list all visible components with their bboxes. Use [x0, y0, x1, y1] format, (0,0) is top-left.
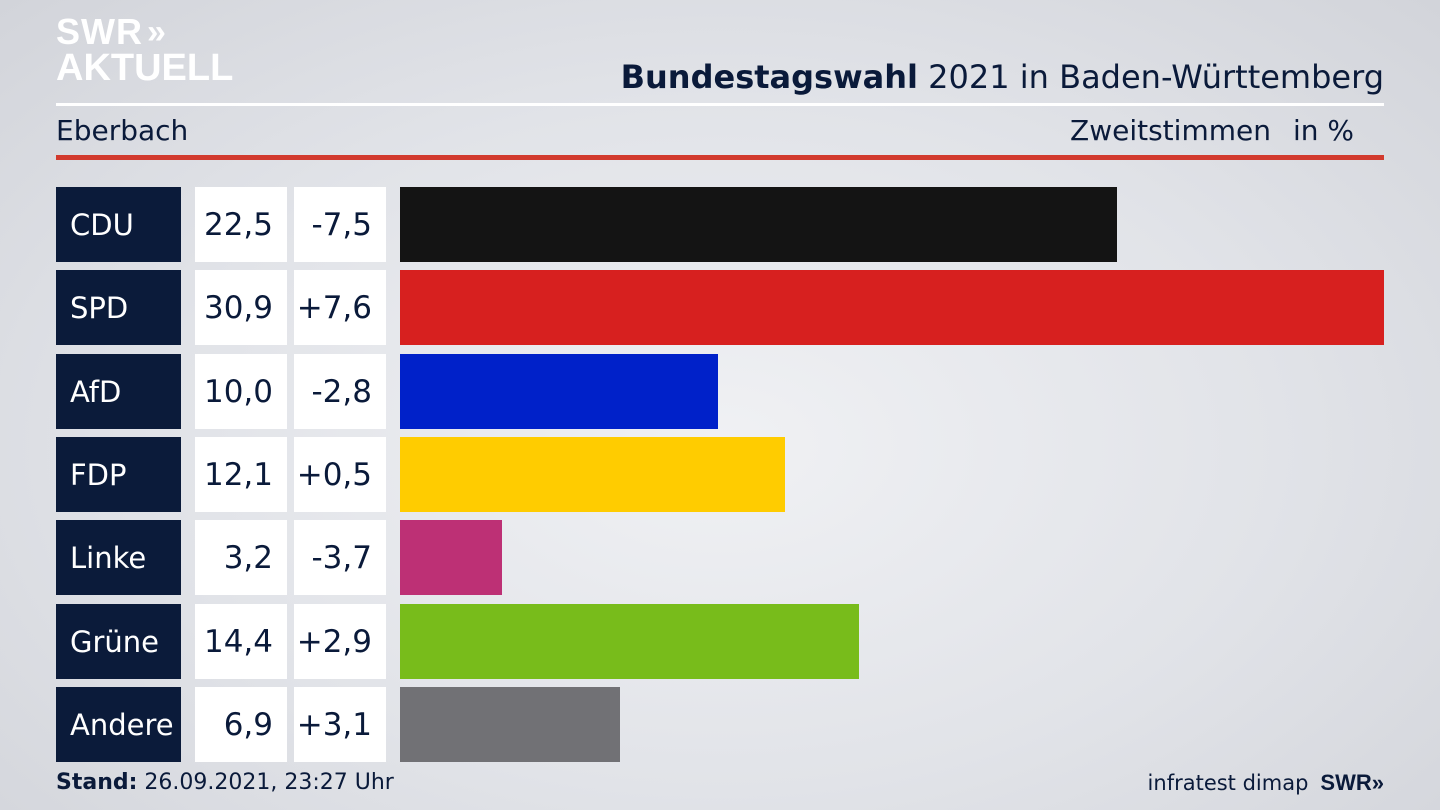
region-label: Eberbach	[56, 114, 189, 147]
share-value: 22,5	[195, 187, 287, 262]
chart-title-rest: 2021 in Baden-Württemberg	[917, 58, 1384, 96]
bar-cdu	[400, 187, 1117, 262]
metric-name: Zweitstimmen	[1070, 114, 1271, 147]
accent-divider	[56, 155, 1384, 160]
chart-title-bold: Bundestagswahl	[620, 58, 918, 96]
party-label: CDU	[56, 187, 181, 262]
share-value: 14,4	[195, 604, 287, 679]
party-label: Andere	[56, 687, 181, 762]
swr-small-logo: SWR»	[1320, 770, 1384, 796]
header-divider	[56, 103, 1384, 106]
party-label: Grüne	[56, 604, 181, 679]
party-label: Linke	[56, 520, 181, 595]
change-value: +3,1	[294, 687, 386, 762]
share-value: 10,0	[195, 354, 287, 429]
source-credit: infratest dimap SWR»	[1148, 770, 1384, 796]
change-value: +0,5	[294, 437, 386, 512]
share-value: 6,9	[195, 687, 287, 762]
source-label: infratest dimap	[1147, 771, 1309, 795]
timestamp-label: Stand:	[56, 770, 138, 795]
chevron-double-right-icon: »	[1371, 770, 1384, 795]
share-value: 3,2	[195, 520, 287, 595]
swr-small-text: SWR	[1320, 770, 1372, 795]
change-value: +7,6	[294, 270, 386, 345]
party-label: FDP	[56, 437, 181, 512]
chart-title: Bundestagswahl 2021 in Baden-Württemberg	[621, 58, 1384, 96]
party-label: SPD	[56, 270, 181, 345]
change-value: -7,5	[294, 187, 386, 262]
bar-andere	[400, 687, 620, 762]
bar-spd	[400, 270, 1384, 345]
timestamp: Stand: 26.09.2021, 23:27 Uhr	[56, 770, 394, 795]
metric-unit: in %	[1292, 114, 1354, 147]
bar-linke	[400, 520, 502, 595]
bar-grne	[400, 604, 859, 679]
party-label: AfD	[56, 354, 181, 429]
bar-fdp	[400, 437, 785, 512]
logo-swr-text: SWR	[56, 11, 143, 52]
swr-aktuell-logo: SWR » AKTUELL	[56, 11, 234, 89]
change-value: -2,8	[294, 354, 386, 429]
timestamp-value: 26.09.2021, 23:27 Uhr	[137, 770, 394, 795]
change-value: +2,9	[294, 604, 386, 679]
share-value: 12,1	[195, 437, 287, 512]
metric-label: Zweitstimmen in %	[1070, 114, 1354, 147]
logo-aktuell-text: AKTUELL	[56, 47, 234, 89]
bar-afd	[400, 354, 718, 429]
change-value: -3,7	[294, 520, 386, 595]
share-value: 30,9	[195, 270, 287, 345]
